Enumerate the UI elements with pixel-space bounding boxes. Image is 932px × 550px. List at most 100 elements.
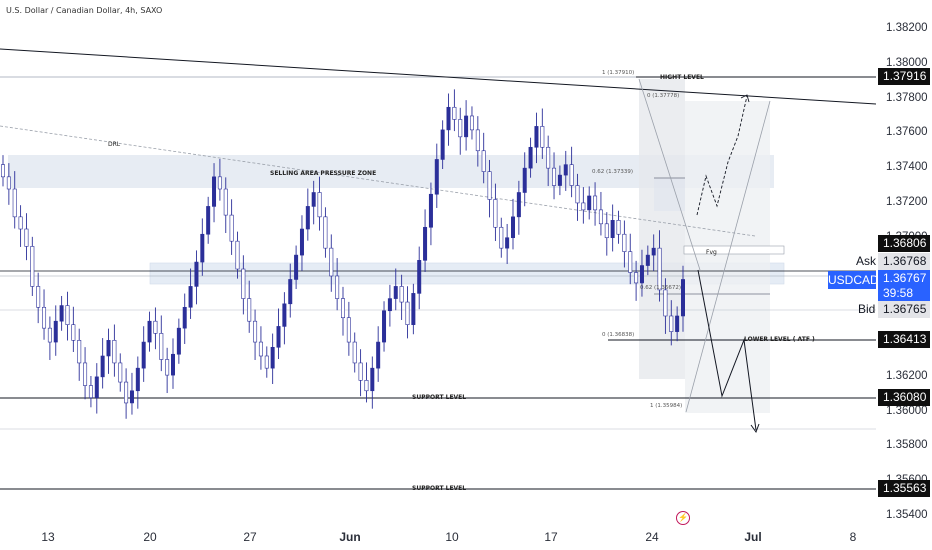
time-tick: 24	[645, 530, 659, 544]
candle-body	[634, 272, 639, 284]
candle-body	[188, 286, 193, 308]
candle-body	[264, 355, 269, 369]
candle-body	[540, 126, 545, 148]
candle-body	[118, 362, 123, 383]
candle-body	[241, 268, 246, 299]
fvg-box	[683, 245, 785, 255]
price-tick: 1.37400	[886, 161, 928, 174]
fib-0-bottom-label: 0 (1.36838)	[602, 332, 635, 338]
candle-body	[616, 220, 621, 235]
candle-body	[270, 346, 275, 369]
candle-body	[464, 115, 469, 138]
candle-body	[452, 106, 457, 120]
fib-shade-column	[639, 79, 685, 379]
candle-body	[475, 129, 480, 152]
candle-body	[165, 359, 170, 376]
candle-body	[528, 146, 533, 169]
time-tick: 13	[41, 530, 55, 544]
support-level-2-label: SUPPORT LEVEL	[412, 485, 467, 492]
candle-body	[112, 340, 117, 364]
candle-body	[440, 129, 445, 160]
candle-body	[135, 367, 140, 392]
price-tick: 1.38200	[886, 22, 928, 34]
candle-body	[382, 310, 387, 343]
candle-body	[546, 146, 551, 169]
candle-body	[499, 226, 504, 249]
candle-body	[6, 176, 11, 190]
candle-body	[393, 286, 398, 299]
drl-dashed-line	[0, 125, 756, 237]
candle-body	[47, 327, 52, 343]
candle-body	[663, 289, 668, 317]
candle-body	[329, 247, 334, 277]
candle-body	[53, 320, 58, 343]
candle-body	[194, 261, 199, 287]
time-tick: Jun	[339, 530, 361, 544]
candle-body	[258, 341, 263, 357]
candle-body	[253, 320, 258, 343]
candle-body	[335, 275, 340, 299]
candle-body	[628, 251, 633, 273]
time-tick: 27	[243, 530, 257, 544]
current-top-price-tag: 1.36806	[878, 235, 930, 252]
candle-body	[622, 233, 627, 252]
drl-label: DRL	[108, 141, 121, 148]
projection-diagonal-line	[685, 100, 771, 413]
candle-body	[129, 390, 134, 404]
candle-body	[106, 340, 111, 357]
candle-body	[294, 254, 299, 280]
candle-body	[669, 315, 674, 332]
candle-body	[428, 193, 433, 228]
candle-body	[71, 324, 76, 341]
price-tick: 1.35400	[886, 509, 928, 521]
price-tick: 1.37200	[886, 195, 928, 208]
price-tick: 1.37800	[886, 91, 928, 104]
ask-price-tag: 1.36768	[878, 253, 930, 270]
candle-body	[65, 305, 70, 325]
demand-zone-rect	[149, 262, 785, 285]
candle-body	[481, 150, 486, 172]
candle-body	[639, 265, 644, 284]
candle-body	[387, 298, 392, 312]
symbol-label[interactable]: USDCAD	[828, 271, 879, 289]
last-price-tag: 1.36767	[878, 270, 930, 287]
projection-path-up	[696, 95, 748, 216]
time-axis[interactable]: 13 20 27 Jun 10 17 24 Jul 8	[0, 522, 876, 550]
support-2-price-tag: 1.35563	[878, 480, 930, 497]
time-tick: 8	[849, 530, 857, 544]
fib-1-bottom-label: 1 (1.35984)	[650, 403, 683, 409]
candle-body	[493, 199, 498, 228]
bid-price-tag: 1.36765	[878, 301, 930, 318]
candle-body	[552, 167, 557, 186]
candle-body	[30, 246, 35, 287]
candle-body	[358, 362, 363, 381]
candle-body	[317, 192, 322, 218]
candlestick-chart[interactable]	[0, 0, 876, 522]
bid-label: Bid	[858, 302, 876, 316]
candle-body	[24, 228, 29, 247]
fib-diagonal-line	[638, 78, 701, 271]
lower-level-label: LOWER LEVEL ( ATF )	[744, 336, 815, 343]
candle-body	[645, 254, 650, 266]
candle-body	[680, 279, 685, 317]
candle-body	[446, 106, 451, 131]
price-tick: 1.38000	[886, 56, 928, 69]
candle-body	[469, 115, 474, 131]
candle-body	[522, 167, 527, 193]
candle-body	[0, 164, 6, 178]
candle-body	[340, 298, 345, 319]
descending-trendline	[0, 48, 876, 105]
candle-body	[83, 362, 88, 386]
candle-body	[352, 341, 357, 364]
price-axis[interactable]: 1.354001.356001.358001.360001.362001.370…	[876, 0, 932, 521]
selling-zone-label: SELLING AREA PRESSURE ZONE	[270, 170, 377, 177]
candle-body	[604, 223, 609, 239]
candle-body	[487, 171, 492, 200]
candle-body	[223, 188, 228, 216]
candle-body	[147, 320, 152, 343]
candle-body	[217, 176, 222, 190]
candle-body	[200, 233, 205, 263]
candle-body	[405, 301, 410, 325]
lightning-icon[interactable]: ⚡	[676, 511, 690, 525]
